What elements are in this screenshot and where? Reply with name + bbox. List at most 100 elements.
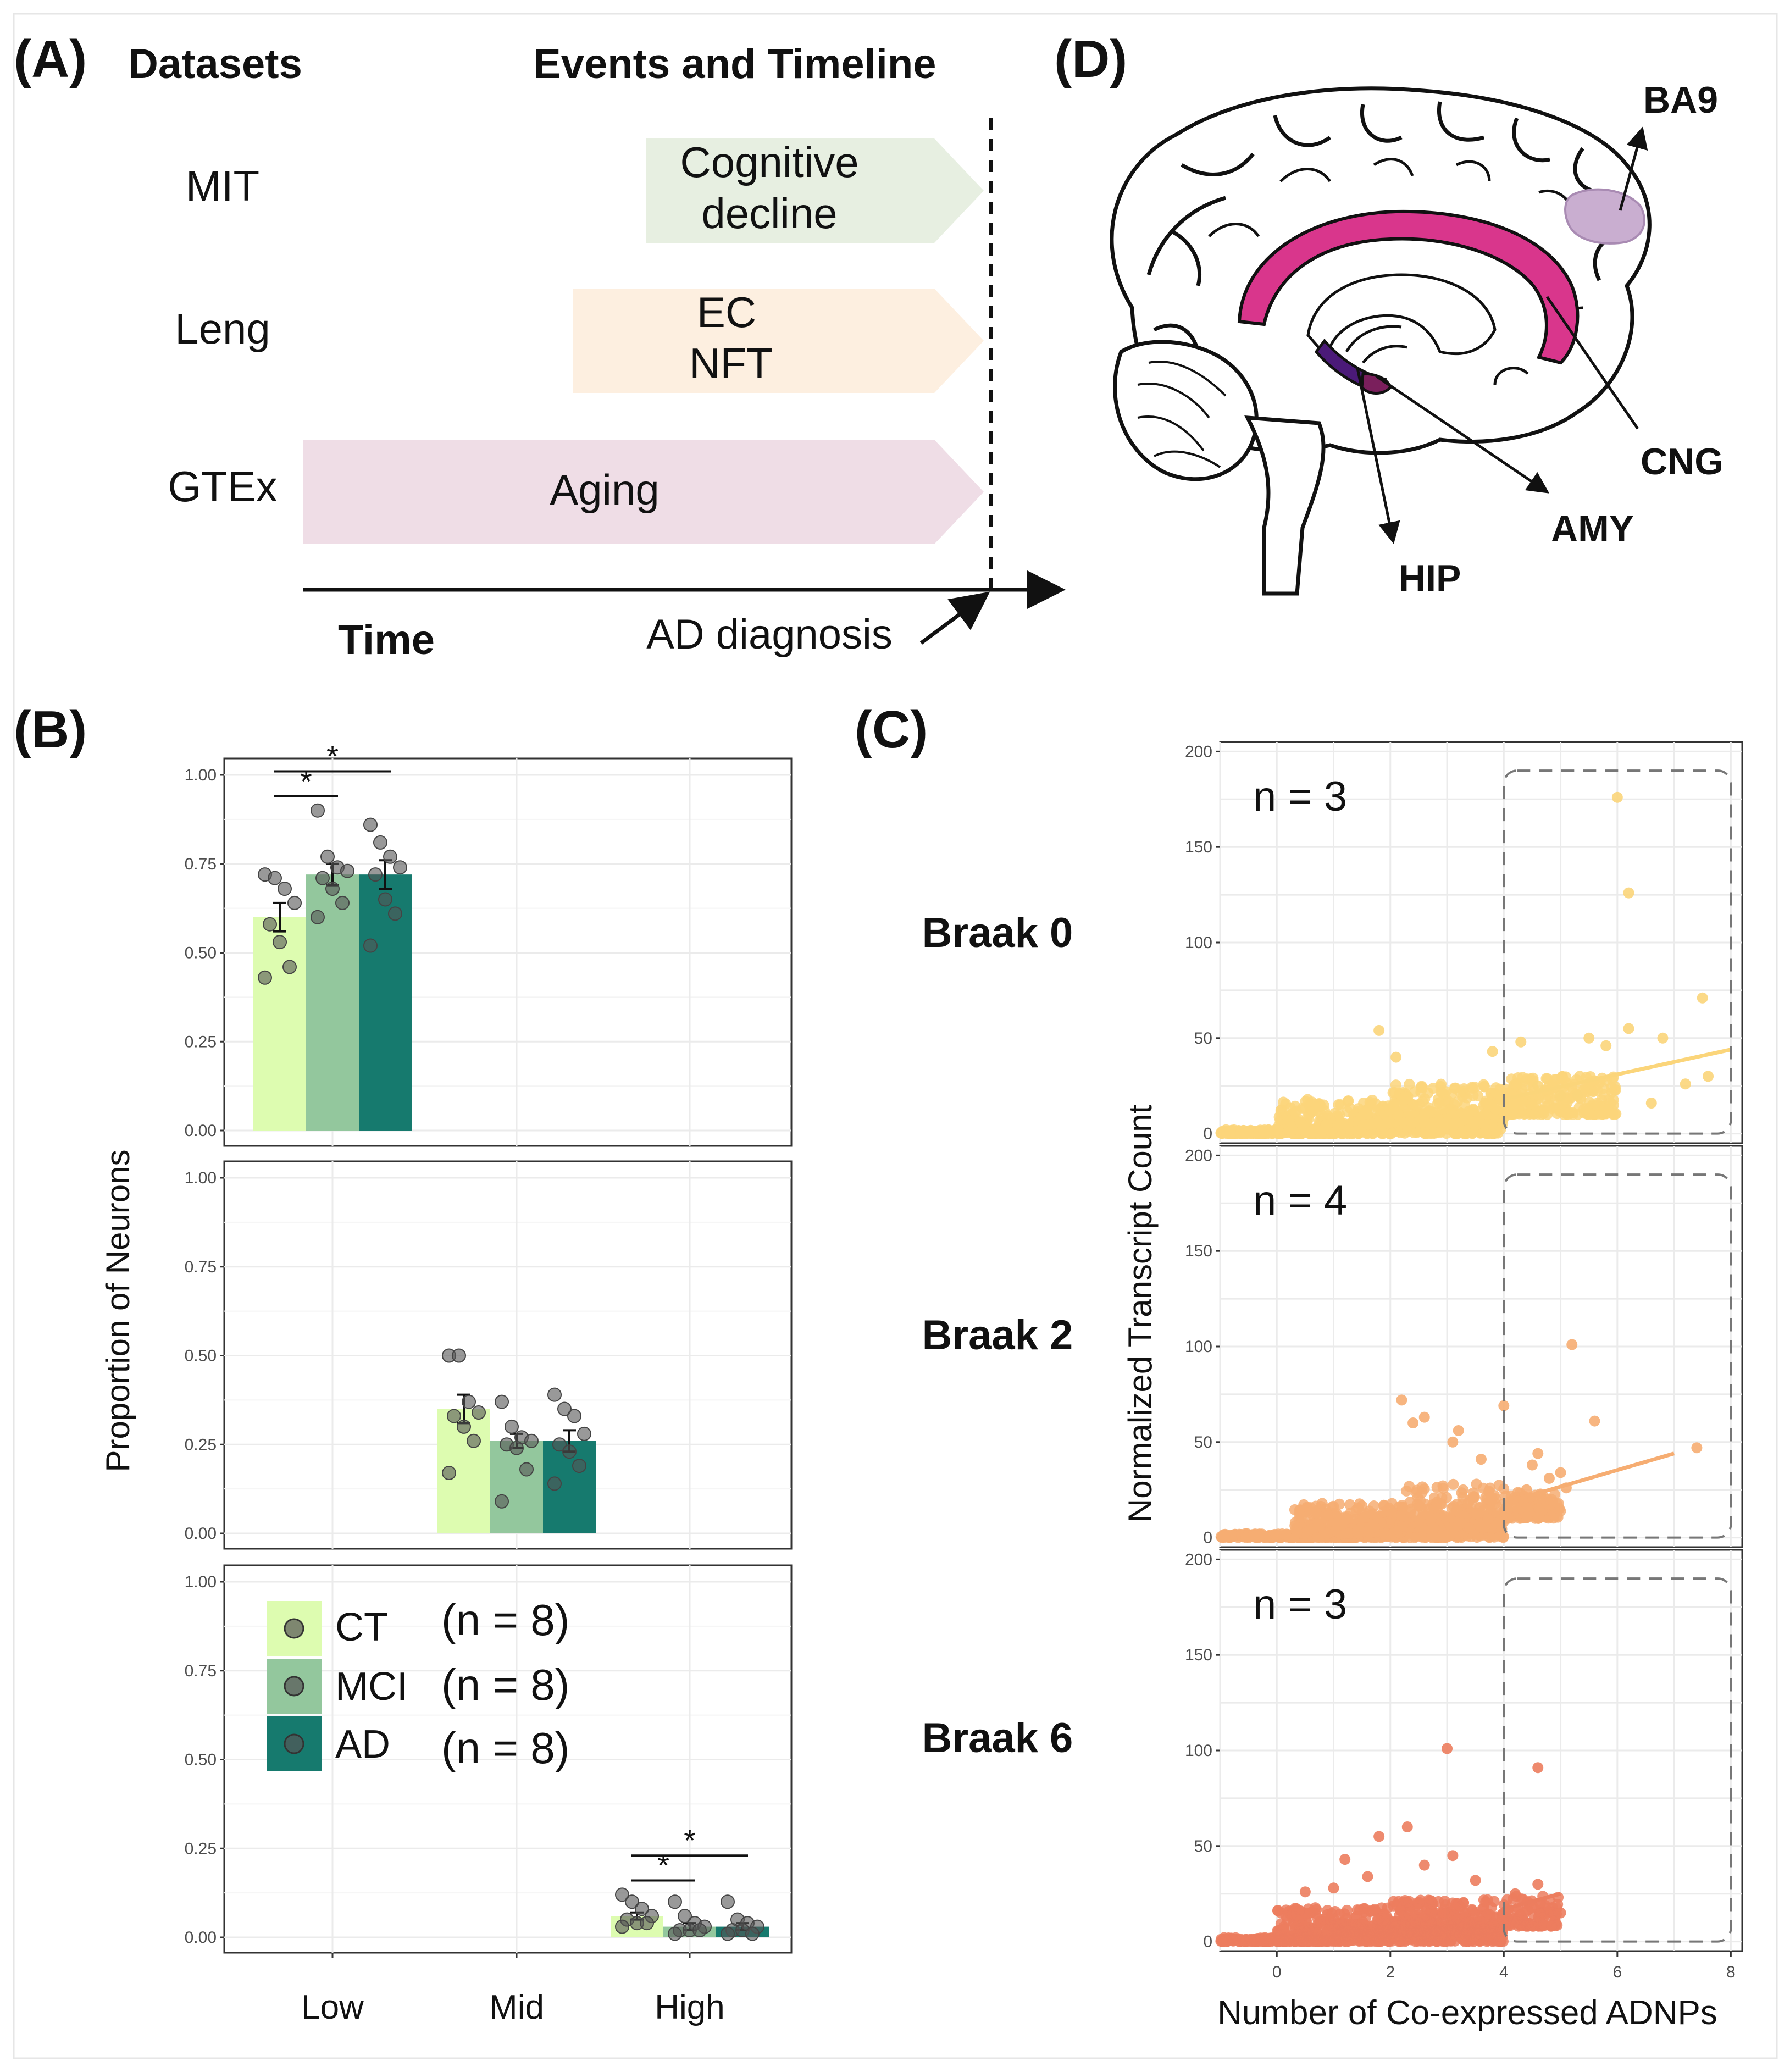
b-legend: CT MCI AD (n = 8) (n = 8) (n = 8) bbox=[267, 1595, 569, 1772]
c-data-point bbox=[1589, 1415, 1600, 1427]
c-data-point bbox=[1418, 1115, 1429, 1126]
legend-dot-mci bbox=[284, 1676, 304, 1697]
b-data-point bbox=[335, 895, 350, 910]
c-data-point bbox=[1388, 1099, 1399, 1110]
c-y-tick: 100 bbox=[1185, 934, 1212, 952]
b-data-point bbox=[721, 1926, 735, 1941]
c-data-point bbox=[1426, 1908, 1438, 1919]
b-data-point bbox=[282, 960, 297, 974]
b-data-point bbox=[325, 882, 340, 896]
b-y-tick: 0.25 bbox=[185, 1033, 217, 1051]
c-data-point bbox=[1471, 1508, 1482, 1519]
c-data-point bbox=[1521, 1484, 1532, 1495]
c-data-point bbox=[1280, 1910, 1292, 1921]
c-data-point bbox=[1283, 1115, 1295, 1127]
c-data-point bbox=[1307, 1106, 1319, 1117]
c-data-point bbox=[1546, 1494, 1558, 1505]
b-data-point bbox=[615, 1887, 629, 1902]
c-data-point bbox=[1473, 1112, 1485, 1123]
c-data-point bbox=[1412, 1903, 1424, 1915]
c-data-point bbox=[1287, 1123, 1298, 1135]
b-data-point bbox=[640, 1916, 654, 1931]
c-x-tick: 6 bbox=[1612, 1963, 1622, 1981]
c-data-point bbox=[1555, 1467, 1566, 1478]
c-y-axis-label: Normalized Transcript Count bbox=[1122, 1105, 1159, 1523]
c-data-point bbox=[1446, 1522, 1458, 1533]
b-data-point bbox=[572, 1459, 586, 1473]
c-data-point bbox=[1215, 1127, 1227, 1139]
b-data-point bbox=[457, 1419, 471, 1434]
c-data-point bbox=[1574, 1071, 1586, 1082]
dataset-mit: MIT bbox=[186, 162, 259, 210]
c-data-point bbox=[1425, 1926, 1437, 1938]
b-bar-mci bbox=[490, 1441, 543, 1533]
b-data-point bbox=[340, 863, 354, 878]
c-y-tick: 150 bbox=[1185, 1242, 1212, 1260]
c-data-point bbox=[1304, 1524, 1315, 1536]
c-data-point bbox=[1354, 1904, 1365, 1916]
c-data-point bbox=[1309, 1123, 1320, 1135]
c-y-tick: 50 bbox=[1194, 1433, 1212, 1451]
c-data-point bbox=[1459, 1908, 1471, 1919]
c-data-point bbox=[1422, 1102, 1434, 1113]
c-data-point bbox=[1532, 1448, 1544, 1459]
b-data-point bbox=[393, 860, 407, 875]
c-data-point bbox=[1426, 1898, 1437, 1910]
b-sig-star: * bbox=[657, 1848, 669, 1882]
c-data-point bbox=[1398, 1092, 1410, 1104]
c-data-point bbox=[1378, 1506, 1389, 1518]
c-y-tick: 150 bbox=[1185, 838, 1212, 856]
panel-c: (C) Braak 0 Braak 2 Braak 6 Normalized T… bbox=[855, 700, 1743, 2032]
c-data-point bbox=[1447, 1850, 1459, 1862]
brain-illustration bbox=[1110, 86, 1652, 596]
c-data-point bbox=[1432, 1098, 1443, 1110]
c-data-point bbox=[1600, 1040, 1612, 1051]
c-data-point bbox=[1260, 1532, 1272, 1543]
c-data-point bbox=[1314, 1916, 1326, 1927]
panel-d: (D) BA9 CNG bbox=[1054, 30, 1724, 599]
b-data-point bbox=[268, 871, 282, 885]
c-data-point bbox=[1623, 1023, 1634, 1034]
c-data-point bbox=[1338, 1932, 1349, 1943]
c-y-tick: 200 bbox=[1185, 1146, 1212, 1165]
legend-label-ct: CT bbox=[335, 1605, 388, 1649]
region-label-amy: AMY bbox=[1551, 508, 1634, 550]
c-data-point bbox=[1645, 1098, 1657, 1109]
c-y-tick: 100 bbox=[1185, 1742, 1212, 1760]
c-data-point bbox=[1404, 1903, 1415, 1914]
c-trend-line bbox=[1503, 1048, 1732, 1101]
hip-pointer bbox=[1356, 368, 1400, 544]
b-data-point bbox=[567, 1409, 581, 1423]
b-bar-ct bbox=[253, 917, 306, 1131]
b-y-tick: 0.50 bbox=[185, 1751, 217, 1769]
time-axis-label: Time bbox=[338, 617, 435, 663]
b-data-point bbox=[378, 892, 392, 907]
c-data-point bbox=[1509, 1888, 1521, 1899]
c-data-point bbox=[1411, 1499, 1423, 1510]
c-data-point bbox=[1478, 1081, 1490, 1093]
c-n-label: n = 3 bbox=[1253, 1581, 1347, 1628]
c-data-point bbox=[1361, 1508, 1372, 1519]
c-data-point bbox=[1446, 1107, 1458, 1119]
c-data-point bbox=[1289, 1504, 1300, 1515]
c-data-point bbox=[1543, 1472, 1555, 1484]
c-data-point bbox=[1703, 1071, 1714, 1082]
c-data-point bbox=[1362, 1871, 1373, 1882]
b-y-tick: 1.00 bbox=[185, 766, 217, 784]
panel-label-c: (C) bbox=[855, 700, 928, 759]
c-data-point bbox=[1442, 1743, 1453, 1754]
c-data-point bbox=[1436, 1492, 1448, 1504]
b-y-tick: 0.25 bbox=[185, 1436, 217, 1454]
c-data-point bbox=[1456, 1517, 1467, 1528]
b-data-point bbox=[615, 1919, 629, 1934]
c-data-point bbox=[1447, 1436, 1459, 1448]
c-data-point bbox=[1376, 1121, 1387, 1132]
c-data-point bbox=[1319, 1932, 1331, 1943]
c-n-label: n = 3 bbox=[1253, 773, 1347, 820]
c-data-point bbox=[1401, 1485, 1412, 1497]
legend-label-ad: AD bbox=[335, 1722, 390, 1766]
b-data-point bbox=[278, 882, 292, 896]
c-data-point bbox=[1396, 1510, 1407, 1521]
c-data-point bbox=[1240, 1936, 1251, 1947]
c-data-point bbox=[1515, 1036, 1527, 1048]
